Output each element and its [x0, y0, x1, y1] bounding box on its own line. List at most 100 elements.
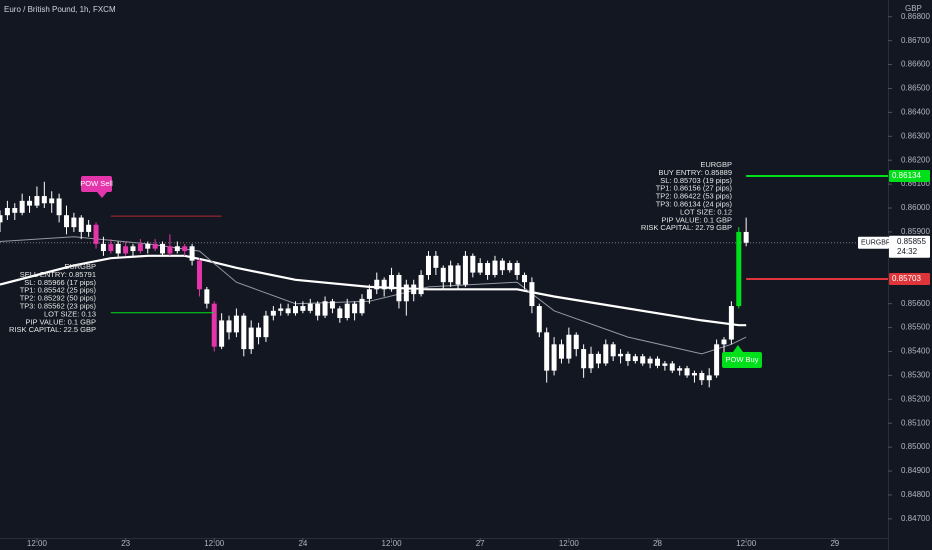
y-tick-label: 0.85500 — [901, 323, 930, 332]
candle-body — [63, 215, 69, 228]
candle-body — [196, 260, 202, 290]
candle-body — [603, 344, 609, 364]
y-tick-label: 0.86100 — [901, 179, 930, 188]
candle-body — [462, 255, 468, 285]
candle-body — [389, 274, 395, 290]
signal-info: LOT SIZE: 0.12 — [680, 207, 732, 216]
candle-body — [12, 208, 18, 213]
candle-body — [669, 363, 675, 371]
candle-body — [352, 303, 358, 314]
candle-body — [625, 353, 631, 362]
candle-body — [706, 375, 712, 381]
y-tick-label: 0.85400 — [901, 347, 930, 356]
candle-body — [49, 198, 55, 204]
x-tick-label: 24 — [298, 539, 307, 548]
candle-body — [56, 198, 62, 216]
candle-body — [307, 303, 313, 311]
candle-body — [278, 308, 284, 311]
y-tick-label: 0.86000 — [901, 203, 930, 212]
y-tick-label: 0.84800 — [901, 490, 930, 499]
candle-body — [743, 231, 749, 243]
candle-body — [485, 263, 491, 275]
candle-body — [233, 315, 239, 333]
signal-info: EURGBP — [700, 160, 732, 169]
candle-body — [182, 246, 188, 252]
candle-body — [381, 279, 387, 290]
x-tick-label: 12:00 — [27, 539, 48, 548]
y-tick-label: 0.85300 — [901, 371, 930, 380]
signal-info: TP2: 0.85292 (50 pips) — [20, 294, 97, 303]
signal-info: PIP VALUE: 0.1 GBP — [25, 317, 96, 326]
y-tick-label: 0.86200 — [901, 155, 930, 164]
candle-body — [226, 320, 232, 333]
signal-info: PIP VALUE: 0.1 GBP — [661, 215, 732, 224]
signal-info: RISK CAPITAL: 22.79 GBP — [641, 223, 732, 232]
signal-info: RISK CAPITAL: 22.5 GBP — [9, 325, 96, 334]
candle-body — [551, 344, 557, 371]
candle-body — [108, 243, 114, 252]
candle-body — [152, 243, 158, 249]
candle-body — [403, 284, 409, 302]
signal-info: TP1: 0.86156 (27 pips) — [656, 184, 733, 193]
price-tag-label: 0.85855 — [897, 237, 926, 246]
x-tick-label: 12:00 — [559, 539, 580, 548]
candle-body — [174, 246, 180, 252]
candle-body — [241, 315, 247, 350]
signal-info: SL: 0.85703 (19 pips) — [660, 176, 732, 185]
y-tick-label: 0.86400 — [901, 107, 930, 116]
candle-body — [115, 243, 121, 254]
candle-body — [662, 363, 668, 366]
x-tick-label: 28 — [653, 539, 662, 548]
candle-body — [699, 373, 705, 381]
signal-info: SL: 0.85966 (17 pips) — [24, 278, 96, 287]
candle-body — [337, 308, 343, 319]
candle-body — [610, 344, 616, 357]
candle-body — [714, 344, 720, 376]
candle-body — [721, 339, 727, 345]
y-tick-label: 0.85000 — [901, 442, 930, 451]
y-tick-label: 0.86600 — [901, 60, 930, 69]
price-tag — [889, 273, 930, 286]
candle-body — [366, 289, 372, 299]
candle-body — [640, 356, 646, 364]
signal-label: POW Sell — [80, 179, 113, 188]
candle-body — [219, 320, 225, 347]
candle-body — [448, 265, 454, 283]
y-tick-label: 0.84900 — [901, 466, 930, 475]
candle-body — [418, 274, 424, 295]
signal-info: TP3: 0.85562 (23 pips) — [20, 301, 97, 310]
candle-body — [544, 332, 550, 371]
candle-body — [374, 279, 380, 290]
candle-body — [581, 349, 587, 369]
candle-body — [4, 208, 10, 216]
candle-body — [507, 263, 513, 271]
candle-body — [566, 334, 572, 359]
candle-body — [514, 263, 520, 275]
candle-body — [293, 306, 299, 314]
candle-body — [19, 200, 25, 213]
candle-body — [359, 298, 365, 314]
price-tag-label: 0.85703 — [892, 274, 921, 283]
chart-title: Euro / British Pound, 1h, FXCM — [4, 5, 116, 14]
candle-body — [632, 356, 638, 362]
signal-pointer — [97, 192, 107, 198]
y-tick-label: 0.86800 — [901, 12, 930, 21]
y-tick-label: 0.84700 — [901, 514, 930, 523]
candle-body — [329, 301, 335, 309]
candle-body — [677, 368, 683, 371]
price-tag-label: 0.86134 — [892, 171, 921, 180]
price-tag — [889, 169, 930, 182]
candle-body — [0, 215, 3, 223]
signal-info: LOT SIZE: 0.13 — [44, 309, 96, 318]
candle-body — [440, 267, 446, 283]
candle-body — [573, 334, 579, 350]
y-tick-label: 0.85200 — [901, 394, 930, 403]
candle-body — [41, 196, 47, 204]
y-tick-label: 0.86300 — [901, 131, 930, 140]
candle-body — [684, 368, 690, 376]
candle-body — [433, 255, 439, 268]
candle-body — [411, 284, 417, 295]
candle-body — [499, 260, 505, 271]
candle-body — [130, 246, 136, 252]
signal-info: TP3: 0.86134 (24 pips) — [656, 199, 733, 208]
